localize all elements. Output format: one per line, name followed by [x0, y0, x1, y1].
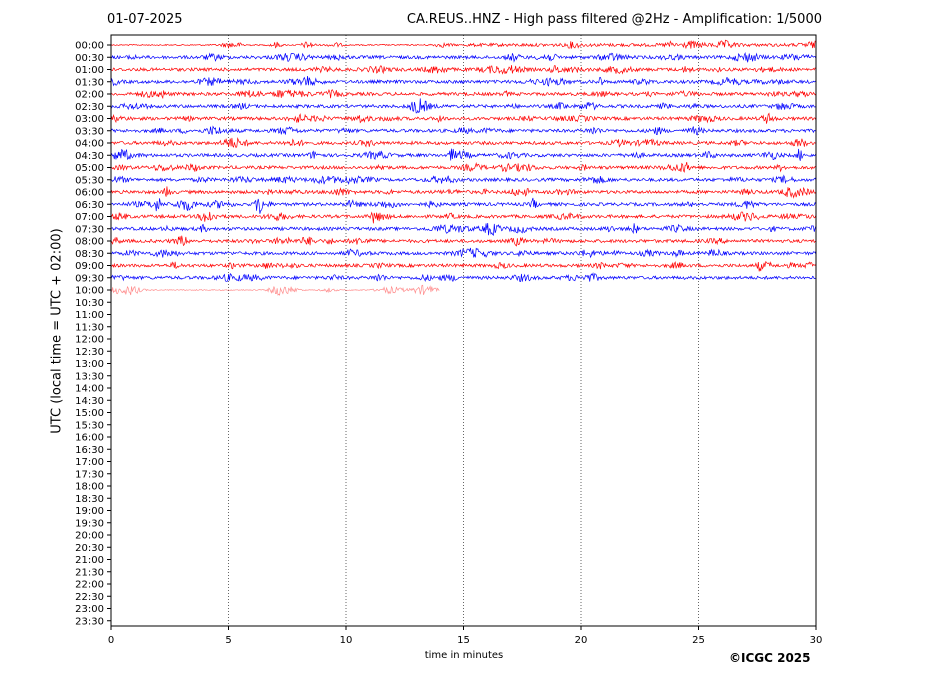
y-tick-label: 02:30 [75, 102, 104, 113]
y-tick-label: 19:00 [75, 506, 104, 517]
y-tick-label: 00:00 [75, 41, 104, 52]
y-tick-label: 10:00 [75, 286, 104, 297]
trace-row [110, 284, 440, 296]
trace-row [110, 235, 817, 247]
y-tick-label: 19:30 [75, 518, 104, 529]
trace-row [110, 247, 817, 259]
trace-row [110, 222, 817, 236]
y-tick-label: 01:30 [75, 77, 104, 88]
y-tick-label: 06:00 [75, 188, 104, 199]
y-tick-label: 11:00 [75, 310, 104, 321]
y-tick-label: 23:30 [75, 616, 104, 627]
y-tick-label: 15:00 [75, 408, 104, 419]
y-tick-label: 09:30 [75, 273, 104, 284]
y-tick-label: 21:30 [75, 567, 104, 578]
trace-row [110, 39, 817, 50]
trace-row [110, 65, 817, 75]
trace-row [110, 272, 816, 283]
y-tick-label: 16:30 [75, 445, 104, 456]
y-tick-label: 17:00 [75, 457, 104, 468]
y-tick-label: 08:00 [75, 237, 104, 248]
trace-row [110, 186, 817, 199]
y-tick-label: 20:30 [75, 543, 104, 554]
trace-row [110, 51, 817, 63]
y-tick-label: 14:30 [75, 396, 104, 407]
y-tick-label: 23:00 [75, 604, 104, 615]
grid-lines [228, 35, 699, 626]
y-tick-label: 07:30 [75, 224, 104, 235]
y-tick-label: 12:30 [75, 347, 104, 358]
y-tick-label: 08:30 [75, 249, 104, 260]
y-tick-label: 09:00 [75, 261, 104, 272]
x-tick-label: 0 [108, 635, 114, 646]
y-tick-label: 14:00 [75, 384, 104, 395]
copyright-label: ©ICGC 2025 [729, 651, 811, 665]
trace-row [110, 98, 817, 114]
plot-frame [110, 34, 817, 627]
y-tick-label: 03:00 [75, 114, 104, 125]
y-tick-label: 13:30 [75, 371, 104, 382]
y-tick-label: 21:00 [75, 555, 104, 566]
y-tick-label: 18:30 [75, 494, 104, 505]
y-tick-label: 04:30 [75, 151, 104, 162]
trace-row [110, 211, 817, 224]
trace-row [110, 174, 817, 185]
y-tick-label: 01:00 [75, 65, 104, 76]
trace-row [110, 261, 817, 272]
trace-row [110, 197, 817, 214]
trace-row [110, 75, 817, 87]
y-tick-label: 16:00 [75, 433, 104, 444]
y-tick-label: 03:30 [75, 126, 104, 137]
x-tick-label: 5 [225, 635, 231, 646]
trace-row [110, 137, 816, 149]
x-tick-label: 20 [575, 635, 588, 646]
trace-row [110, 125, 817, 136]
y-tick-label: 05:00 [75, 163, 104, 174]
trace-row [110, 148, 817, 161]
y-axis-label: UTC (local time = UTC + 02:00) [49, 228, 65, 434]
date-label: 01-07-2025 [107, 12, 183, 27]
y-tick-label: 02:00 [75, 90, 104, 101]
chart-title: CA.REUS..HNZ - High pass filtered @2Hz -… [406, 12, 822, 27]
y-tick-label: 13:00 [75, 359, 104, 370]
y-tick-label: 22:30 [75, 592, 104, 603]
x-tick-label: 25 [692, 635, 705, 646]
y-tick-label: 15:30 [75, 420, 104, 431]
y-tick-label: 20:00 [75, 531, 104, 542]
y-tick-label: 12:00 [75, 335, 104, 346]
trace-row [110, 88, 817, 100]
y-tick-label: 22:00 [75, 580, 104, 591]
x-tick-label: 15 [457, 635, 470, 646]
seismic-traces [110, 39, 817, 296]
trace-row [110, 112, 817, 124]
y-tick-label: 10:30 [75, 298, 104, 309]
x-tick-label: 10 [340, 635, 353, 646]
y-tick-label: 00:30 [75, 53, 104, 64]
y-tick-label: 06:30 [75, 200, 104, 211]
x-axis-label: time in minutes [424, 650, 504, 661]
y-tick-label: 07:00 [75, 212, 104, 223]
y-tick-label: 17:30 [75, 469, 104, 480]
y-tick-label: 11:30 [75, 322, 104, 333]
x-tick-label: 30 [810, 635, 823, 646]
trace-row [110, 161, 817, 173]
y-tick-label: 18:00 [75, 482, 104, 493]
y-tick-label: 04:00 [75, 139, 104, 150]
y-tick-label: 05:30 [75, 175, 104, 186]
